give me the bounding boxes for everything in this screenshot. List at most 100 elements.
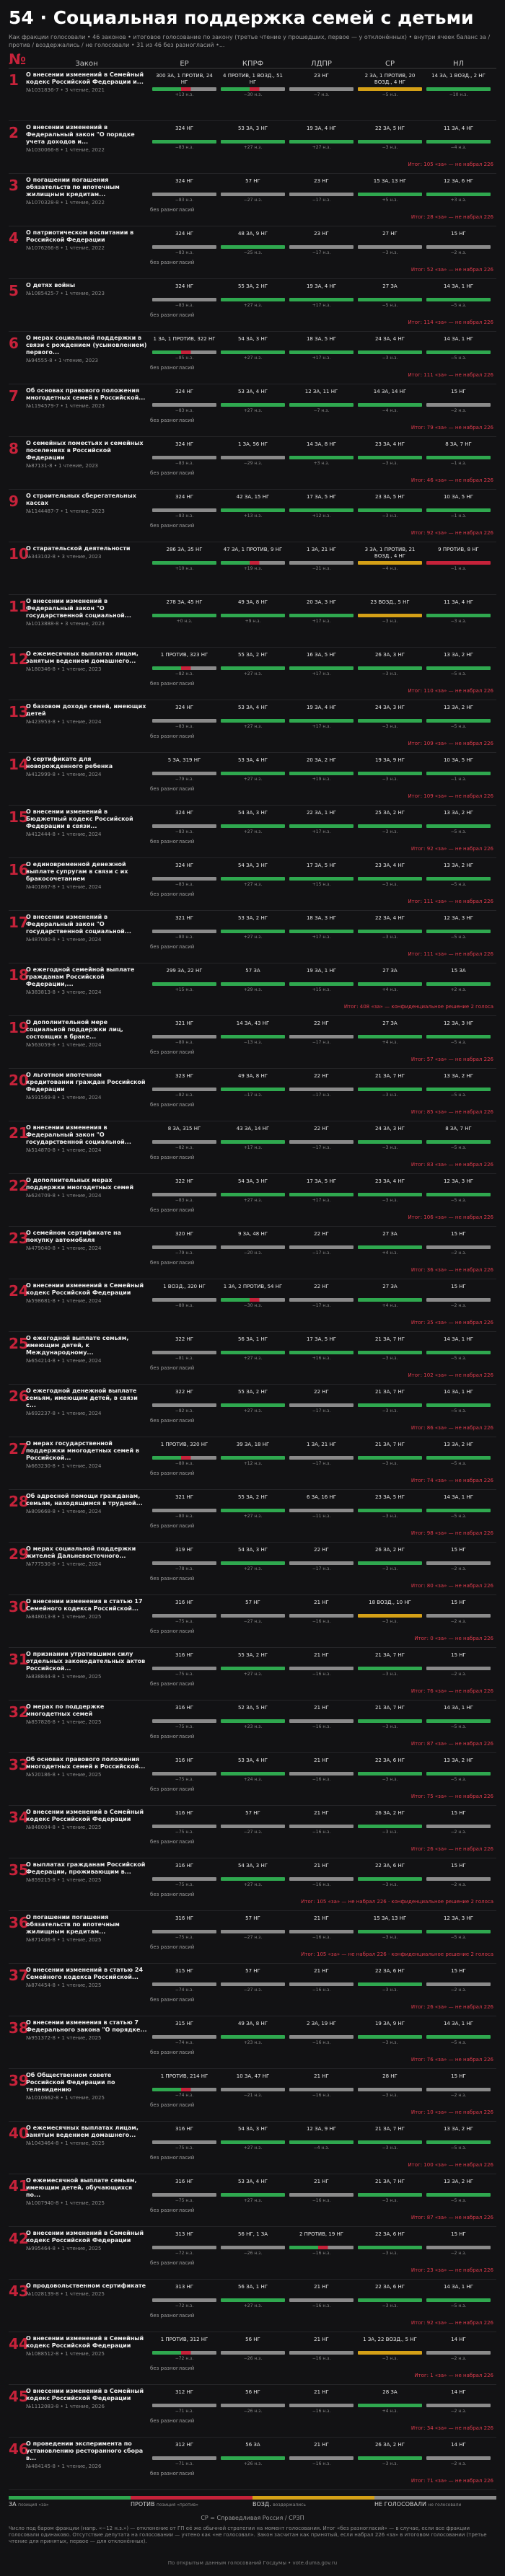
law-title[interactable]: О мерах социальной поддержки жителей Дал… bbox=[26, 1545, 136, 1559]
law-title[interactable]: О мерах государственной поддержки многод… bbox=[26, 1440, 139, 1461]
vote-cell-kprf: 54 ЗА, 3 НГ +27 н.з. bbox=[219, 2122, 287, 2174]
law-title[interactable]: О внесении изменений в Федеральный закон… bbox=[26, 124, 135, 145]
law-title[interactable]: О детях войны bbox=[26, 282, 76, 288]
law-cell: О ежемесячных выплатах лицам, занятым ве… bbox=[26, 2122, 150, 2174]
law-title[interactable]: О дополнительных мерах поддержки многоде… bbox=[26, 1177, 134, 1191]
law-title[interactable]: О ежемесячных выплатах лицам, занятым ве… bbox=[26, 2125, 139, 2138]
law-title[interactable]: О ежемесячных выплатах лицам, занятым ве… bbox=[26, 650, 139, 664]
law-title[interactable]: О выплатах гражданам Российской Федераци… bbox=[26, 1861, 146, 1875]
vote-deviation: +27 н.з. bbox=[243, 1566, 263, 1571]
law-title[interactable]: О патриотическом воспитании в Российской… bbox=[26, 229, 134, 243]
vote-bar bbox=[152, 2404, 216, 2407]
law-title[interactable]: О внесении изменений в Семейный кодекс Р… bbox=[26, 1282, 144, 1296]
law-title[interactable]: Об основах правового положения многодетн… bbox=[26, 387, 146, 401]
vote-cell-er: 316 НГ −75 н.з. bbox=[150, 1753, 219, 1805]
law-title[interactable]: О внесении изменений в Семейный кодекс Р… bbox=[26, 2388, 144, 2401]
vote-cell-nl: 11 ЗА, 4 НГ −4 н.з. bbox=[424, 121, 493, 173]
vote-cell-ldpr: 18 ЗА, 5 НГ +17 н.з. bbox=[287, 332, 356, 384]
law-title[interactable]: О внесении изменений в Семейный кодекс Р… bbox=[26, 1809, 144, 1822]
vote-cell-nl: 14 ЗА, 1 НГ −5 н.з. bbox=[424, 1701, 493, 1752]
vote-bar bbox=[152, 614, 216, 617]
law-meta: №1007940-8 • 1 чтение, 2025 bbox=[26, 2200, 105, 2206]
law-title[interactable]: О внесении изменений в статью 24 Семейно… bbox=[26, 1967, 144, 1980]
vote-text: 15 НГ bbox=[451, 389, 466, 394]
law-title[interactable]: О внесении изменений в Федеральный закон… bbox=[26, 598, 131, 619]
law-title[interactable]: О базовом доходе семей, имеющих детей bbox=[26, 703, 146, 717]
table-row: 39 Об Общественном совете Российской Феде… bbox=[9, 2069, 496, 2122]
vote-text: 312 НГ bbox=[175, 2389, 194, 2395]
law-title[interactable]: О внесении изменений в Семейный кодекс Р… bbox=[26, 2335, 144, 2349]
law-title[interactable]: О внесении изменения в статью 7 Федераль… bbox=[26, 2019, 147, 2033]
vote-deviation: +4 н.з. bbox=[382, 987, 398, 992]
law-title[interactable]: О внесении изменений в Семейный кодекс Р… bbox=[26, 71, 144, 85]
law-title[interactable]: Об основах правового положения многодетн… bbox=[26, 1756, 146, 1770]
law-title[interactable]: О сертификате для новорожденного ребенка bbox=[26, 756, 113, 769]
vote-bar bbox=[221, 2351, 285, 2355]
vote-text: 56 НГ bbox=[245, 2389, 260, 2395]
vote-text: 28 НГ bbox=[382, 2073, 398, 2079]
vote-deviation: −3 н.з. bbox=[450, 619, 467, 624]
source-footer: По открытым данным голосований Госдумы •… bbox=[167, 2560, 338, 2566]
law-title[interactable]: О дополнительной мере социальной поддерж… bbox=[26, 1019, 123, 1040]
vote-text: 54 ЗА, 3 НГ bbox=[237, 863, 268, 868]
law-title[interactable]: О погашении погашения обязательств по ип… bbox=[26, 177, 120, 198]
law-title[interactable]: О семейном сертификате на покупку автомо… bbox=[26, 1230, 121, 1243]
verdict-label: без разногласий bbox=[150, 1207, 195, 1213]
law-cell: О мерах социальной поддержки жителей Дал… bbox=[26, 1543, 150, 1594]
vote-cell-sr: 21 ЗА, 7 НГ −3 н.з. bbox=[356, 1385, 424, 1437]
verdict-label: без разногласий bbox=[150, 1681, 195, 1687]
vote-text: 57 НГ bbox=[245, 178, 260, 184]
law-title[interactable]: О ежегодной семейной выплате гражданам Р… bbox=[26, 966, 135, 987]
law-title[interactable]: О ежемесячной выплате семьям, имеющим де… bbox=[26, 2177, 137, 2198]
vote-bar bbox=[358, 2088, 422, 2091]
row-number: 6 bbox=[9, 335, 19, 352]
result-note: Итог: 74 «за» — не набрал 226 bbox=[410, 1478, 493, 1483]
law-title[interactable]: О строительных сберегательных кассах bbox=[26, 493, 136, 506]
law-title[interactable]: О внесении изменения в статью 17 Семейно… bbox=[26, 1598, 143, 1612]
vote-deviation: −25 н.з. bbox=[243, 250, 263, 255]
law-title[interactable]: О единовременной денежной выплате супруг… bbox=[26, 861, 128, 882]
law-title[interactable]: О внесении изменений в Федеральный закон… bbox=[26, 914, 131, 935]
law-title[interactable]: О ежегодной выплате семьям, имеющим дете… bbox=[26, 1335, 129, 1356]
law-title[interactable]: О внесении изменения в Федеральный закон… bbox=[26, 1124, 131, 1145]
law-title[interactable]: О внесении изменений в Семейный кодекс Р… bbox=[26, 2230, 144, 2244]
vote-text: 57 НГ bbox=[245, 1968, 260, 1974]
law-title[interactable]: О льготном ипотечном кредитовании гражда… bbox=[26, 1072, 146, 1093]
law-title[interactable]: О продовольственном сертификате bbox=[26, 2282, 146, 2289]
row-number: 36 bbox=[9, 1914, 29, 1931]
law-title[interactable]: О внесении изменений в Бюджетный кодекс … bbox=[26, 808, 133, 829]
vote-cell-er: 324 НГ −83 н.з. bbox=[150, 384, 219, 436]
law-title[interactable]: О проведении эксперимента по установлени… bbox=[26, 2440, 144, 2461]
row-number: 27 bbox=[9, 1440, 29, 1457]
law-meta: №423953-8 • 1 чтение, 2024 bbox=[26, 719, 102, 725]
law-cell: О внесении изменения в статью 17 Семейно… bbox=[26, 1595, 150, 1647]
vote-text: 1 ВОЗД., 320 НГ bbox=[163, 1284, 206, 1289]
law-title[interactable]: О погашении погашения обязательств по ип… bbox=[26, 1914, 120, 1935]
vote-bar bbox=[152, 456, 216, 459]
verdict-label: без разногласий bbox=[150, 1576, 195, 1582]
law-title[interactable]: О мерах по поддержке многодетных семей bbox=[26, 1703, 105, 1717]
law-title[interactable]: О ежегодной денежной выплате семьям, име… bbox=[26, 1388, 138, 1408]
table-row: 21 О внесении изменения в Федеральный зак… bbox=[9, 1121, 496, 1174]
law-title[interactable]: О старательской деятельности bbox=[26, 545, 131, 552]
vote-bar bbox=[426, 982, 491, 986]
law-title[interactable]: О признании утратившими силу отдельных з… bbox=[26, 1651, 146, 1672]
result-note: Итог: 109 «за» — не набрал 226 bbox=[408, 793, 493, 799]
law-cell: О строительных сберегательных кассах №114… bbox=[26, 490, 150, 542]
vote-cell-kprf: 42 ЗА, 15 НГ +13 н.з. bbox=[219, 490, 287, 542]
verdict-label: без разногласий bbox=[150, 418, 195, 423]
vote-bar bbox=[152, 1193, 216, 1196]
law-meta: №1070328-8 • 1 чтение, 2022 bbox=[26, 200, 105, 206]
law-meta: №1194579-7 • 1 чтение, 2023 bbox=[26, 403, 105, 409]
law-title[interactable]: Об адресной помощи гражданам, семьям, на… bbox=[26, 1493, 143, 1507]
vote-deviation: −5 н.з. bbox=[450, 671, 467, 676]
law-title[interactable]: О семейных поместьях и семейных поселени… bbox=[26, 440, 144, 461]
vote-deviation: −83 н.з. bbox=[175, 829, 194, 834]
vote-deviation: +12 н.з. bbox=[243, 1461, 263, 1466]
law-title[interactable]: О мерах социальной поддержки в связи с р… bbox=[26, 335, 147, 356]
law-meta: №692237-8 • 1 чтение, 2024 bbox=[26, 1411, 102, 1416]
law-meta: №995464-8 • 1 чтение, 2025 bbox=[26, 2246, 102, 2251]
row-number: 26 bbox=[9, 1388, 29, 1405]
law-title[interactable]: Об Общественном совете Российской Федера… bbox=[26, 2072, 115, 2093]
